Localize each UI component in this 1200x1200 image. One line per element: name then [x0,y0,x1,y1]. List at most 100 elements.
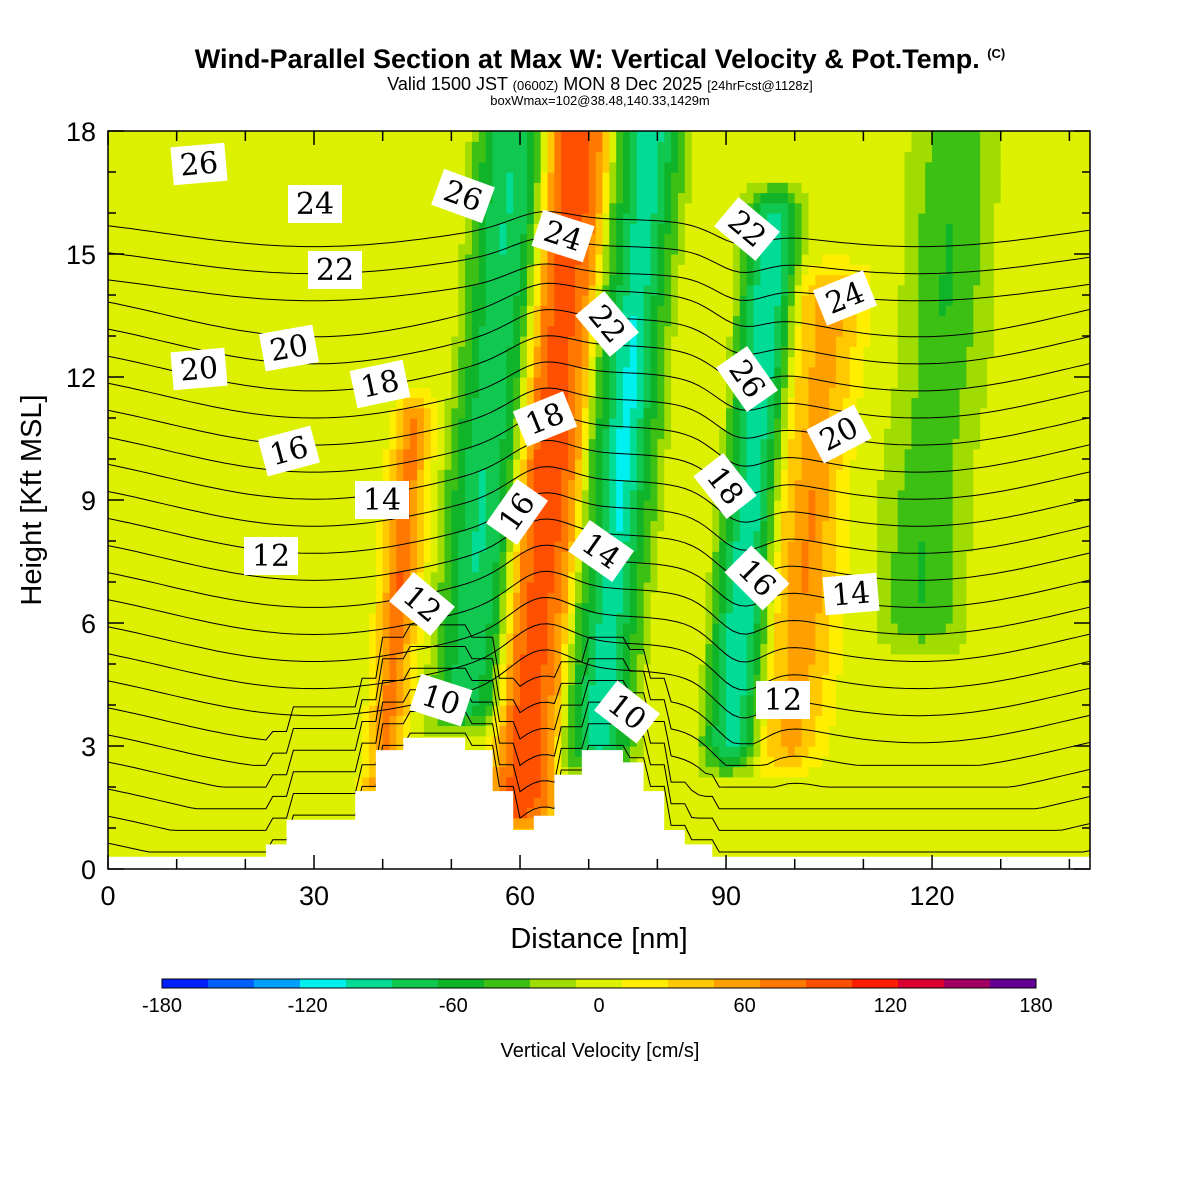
w-cell [238,735,246,747]
w-cell [410,510,418,522]
w-cell [657,561,665,573]
w-cell [190,725,198,737]
w-cell [204,715,212,727]
w-cell [726,633,734,645]
w-cell [320,674,329,686]
w-cell [1062,602,1070,614]
w-cell [520,715,528,727]
w-cell [877,510,885,522]
w-cell [787,520,796,532]
w-cell [190,561,198,573]
w-cell [698,817,707,829]
w-cell [533,602,542,614]
w-cell [1062,828,1070,839]
w-cell [259,674,267,686]
w-cell [1055,705,1064,716]
w-cell [389,705,398,716]
w-cell [382,633,391,645]
w-cell [815,674,823,686]
w-cell [808,674,816,686]
w-cell [684,694,693,706]
w-cell [245,807,253,819]
w-cell [465,592,473,604]
w-cell [938,623,947,634]
w-cell [1062,735,1070,747]
w-cell [842,746,851,757]
w-cell [204,705,212,716]
w-cell [540,684,549,696]
w-cell [883,643,892,655]
w-cell [918,684,926,696]
w-cell [726,705,734,716]
w-cell [1062,694,1070,706]
w-cell [705,561,713,573]
w-cell [382,541,391,552]
w-cell [890,551,899,563]
w-cell [966,787,974,798]
w-cell [952,541,961,552]
w-cell [801,838,810,850]
w-cell [897,623,906,634]
w-cell [162,725,171,737]
w-cell [348,623,356,634]
w-cell [547,674,555,686]
w-cell [1048,633,1057,645]
w-cell [471,612,480,624]
w-cell [403,684,411,696]
w-cell [918,776,926,788]
w-cell [238,653,246,665]
w-cell [677,807,686,819]
w-cell [568,623,576,634]
w-cell [142,520,150,532]
w-cell [636,684,645,696]
w-cell [780,807,789,819]
w-cell [746,510,755,522]
w-cell [732,828,741,839]
w-cell [870,735,878,747]
w-cell [568,602,576,614]
w-cell [252,776,260,788]
w-cell [856,674,864,686]
w-cell [513,735,521,747]
w-cell [1041,715,1050,727]
w-cell [945,520,954,532]
w-cell [684,797,693,809]
w-cell [231,623,240,634]
w-cell [458,592,466,604]
w-cell [451,530,459,542]
w-cell [368,735,377,747]
w-cell [698,746,707,757]
w-cell [959,694,967,706]
w-cell [677,797,686,809]
w-cell [1076,817,1084,829]
w-cell [568,715,576,727]
w-cell [629,541,638,552]
w-cell [389,530,398,542]
w-cell [169,766,178,778]
w-cell [1000,684,1009,696]
w-cell [925,694,933,706]
w-cell [204,633,212,645]
w-cell [114,571,123,583]
w-cell [465,520,473,532]
w-cell [863,653,871,665]
w-cell [801,633,810,645]
w-cell [499,612,507,624]
w-cell [925,633,933,645]
w-cell [767,530,775,542]
w-cell [362,541,370,552]
w-cell [842,674,851,686]
w-cell [142,725,150,737]
w-cell [629,633,638,645]
w-cell [121,664,130,675]
w-cell [890,633,899,645]
w-cell [863,623,871,634]
w-cell [554,612,562,624]
w-cell [108,633,116,645]
w-cell [444,541,452,552]
w-cell [897,787,906,798]
w-cell [671,817,679,829]
w-cell [176,725,185,737]
w-cell [307,592,315,604]
w-cell [925,756,933,768]
